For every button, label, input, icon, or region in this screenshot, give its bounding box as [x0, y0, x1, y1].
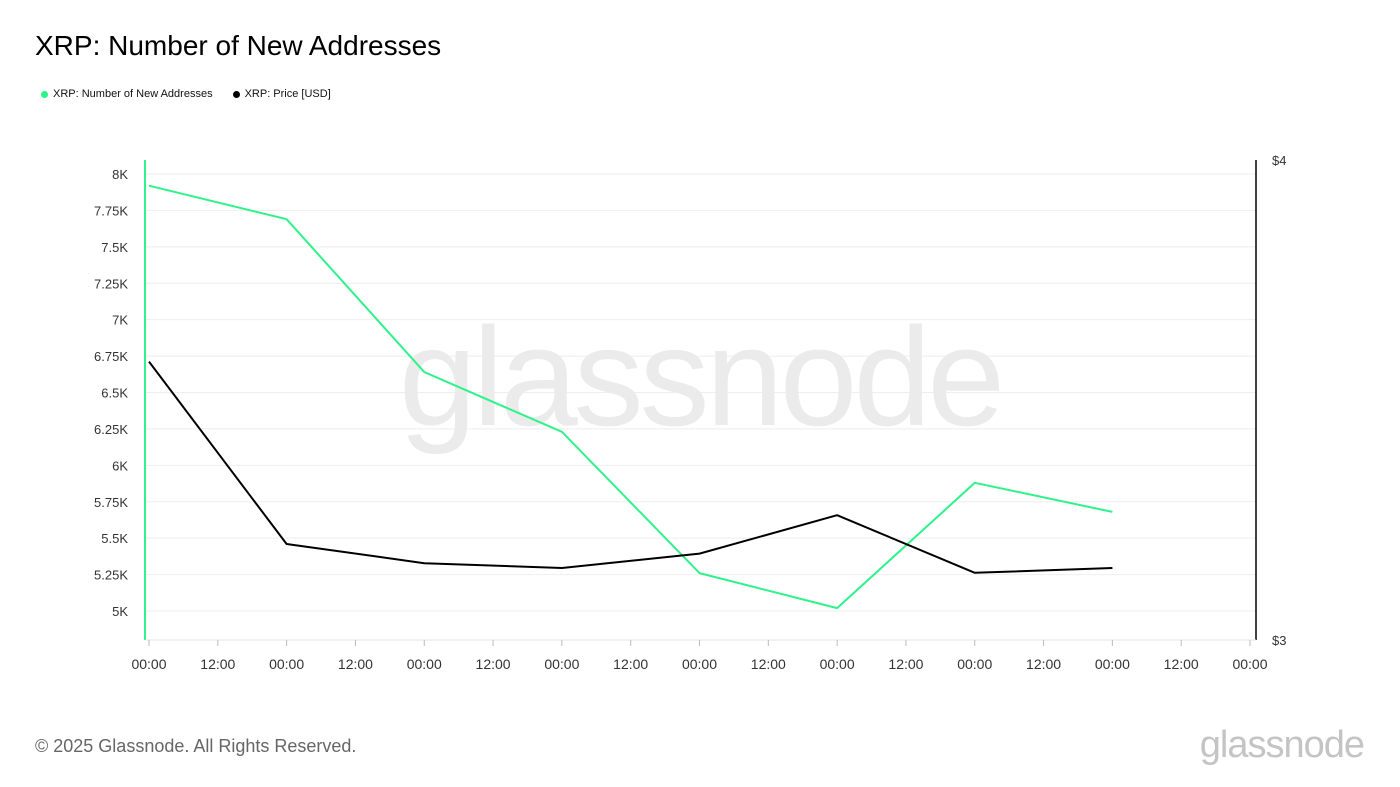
x-tick-label-2: 00:00: [269, 656, 304, 672]
legend-swatch-new-addresses: [41, 90, 48, 98]
y-tick-label-left-3: 5.75K: [94, 495, 128, 510]
y-tick-label-left-2: 5.5K: [101, 531, 128, 546]
y-tick-label-left-10: 7.5K: [101, 240, 128, 255]
y-tick-label-left-4: 6K: [112, 458, 128, 473]
x-tick-label-13: 12:00: [1026, 656, 1061, 672]
grid-lines: [145, 173, 1256, 612]
x-tick-label-1: 12:00: [200, 656, 235, 672]
series-line-0: [148, 184, 1113, 610]
y-tick-label-right-0: $3: [1272, 633, 1286, 648]
glassnode-logo[interactable]: glassnode: [1199, 724, 1365, 766]
x-tick-label-14: 00:00: [1095, 656, 1130, 672]
x-tick-label-9: 12:00: [751, 656, 786, 672]
chart-title: XRP: Number of New Addresses: [35, 30, 442, 61]
legend-swatch-price: [232, 90, 240, 98]
x-tick-label-10: 00:00: [820, 656, 855, 672]
legend-label-new-addresses: XRP: Number of New Addresses: [53, 88, 213, 100]
x-tick-label-0: 00:00: [131, 656, 166, 672]
legend-label-price: XRP: Price [USD]: [244, 88, 331, 100]
y-tick-label-left-11: 7.75K: [94, 203, 128, 218]
watermark-logo: glassnode: [399, 298, 1001, 455]
y-tick-label-left-8: 7K: [112, 313, 128, 328]
series-lines: [148, 184, 1113, 610]
series-line-1: [148, 360, 1113, 574]
axes: 5K 5.25K 5.5K 5.75K 6K 6.25K 6.5K 6.75K 7K 7.25K 7…: [94, 153, 1286, 672]
copyright-text: © 2025 Glassnode. All Rights Reserved.: [35, 736, 357, 756]
x-tick-label-7: 12:00: [613, 656, 648, 672]
x-tick-label-6: 00:00: [544, 656, 579, 672]
x-tick-label-12: 00:00: [957, 656, 992, 672]
y-tick-label-left-0: 5K: [112, 604, 128, 619]
x-tick-label-3: 12:00: [338, 656, 373, 672]
y-tick-label-left-7: 6.75K: [94, 349, 128, 364]
x-tick-label-16: 00:00: [1232, 656, 1267, 672]
y-tick-label-left-5: 6.25K: [94, 422, 128, 437]
x-tick-label-15: 12:00: [1164, 656, 1199, 672]
x-tick-label-8: 00:00: [682, 656, 717, 672]
x-tick-label-11: 12:00: [888, 656, 923, 672]
y-tick-label-left-9: 7.25K: [94, 276, 128, 291]
legend-item-new-addresses[interactable]: XRP: Number of New Addresses: [41, 88, 213, 100]
x-tick-label-5: 12:00: [476, 656, 511, 672]
legend: XRP: Number of New Addresses XRP: Price …: [41, 88, 331, 100]
y-tick-label-left-1: 5.25K: [94, 568, 128, 583]
x-tick-label-4: 00:00: [407, 656, 442, 672]
y-tick-label-left-12: 8K: [112, 167, 128, 182]
y-tick-label-left-6: 6.5K: [101, 386, 128, 401]
y-tick-label-right-1: $4: [1272, 153, 1286, 168]
legend-item-price[interactable]: XRP: Price [USD]: [232, 88, 331, 100]
